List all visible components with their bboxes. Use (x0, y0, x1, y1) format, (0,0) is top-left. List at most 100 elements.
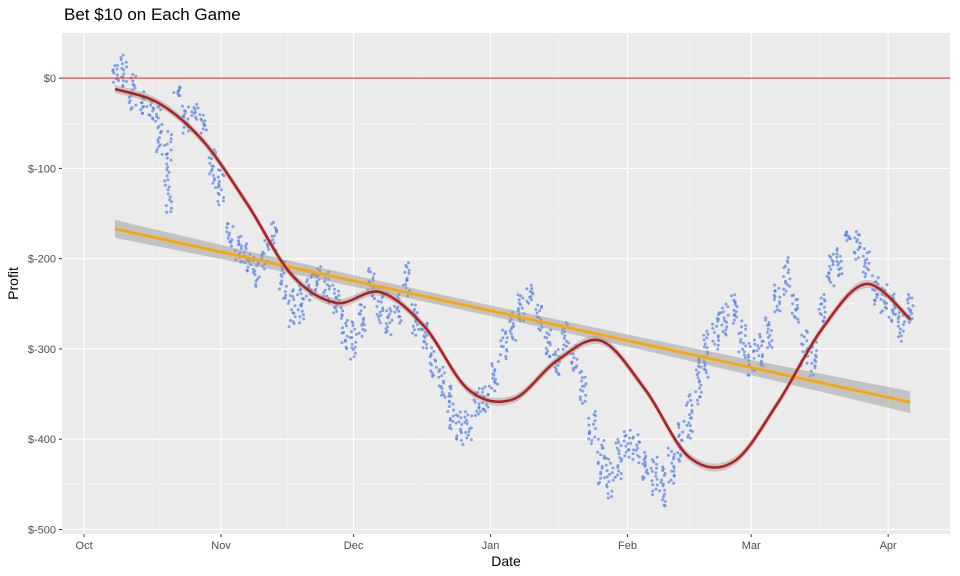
data-point (605, 469, 609, 473)
data-point (165, 174, 169, 178)
data-point (290, 308, 294, 312)
data-point (815, 349, 818, 352)
data-point (158, 136, 161, 140)
data-point (897, 315, 901, 318)
data-point (610, 495, 614, 498)
data-point (596, 437, 600, 441)
data-point (784, 289, 788, 293)
data-point (606, 496, 610, 500)
data-point (788, 284, 792, 288)
data-point (201, 121, 205, 125)
data-point (487, 384, 491, 388)
data-point (784, 279, 787, 283)
data-point (211, 174, 215, 177)
data-point (732, 298, 736, 302)
data-point (569, 352, 573, 356)
data-point (372, 272, 376, 276)
data-point (187, 105, 191, 109)
data-point (672, 469, 676, 473)
data-point (865, 251, 869, 255)
data-point (624, 444, 628, 448)
data-point (210, 157, 213, 161)
data-point (687, 421, 691, 425)
data-point (335, 309, 339, 313)
data-point (659, 480, 663, 484)
data-point (735, 305, 739, 309)
data-point (588, 429, 592, 433)
data-point (273, 234, 276, 238)
data-point (611, 478, 615, 482)
data-point (858, 245, 862, 249)
data-point (213, 177, 217, 181)
data-point (481, 390, 485, 394)
data-point (280, 279, 284, 283)
data-point (389, 309, 393, 313)
data-point (685, 403, 688, 407)
data-point (881, 309, 884, 313)
data-point (220, 188, 223, 192)
data-point (897, 311, 901, 315)
data-point (676, 422, 680, 425)
data-point (529, 283, 533, 287)
data-point (680, 438, 683, 442)
data-point (476, 412, 480, 416)
data-point (508, 329, 512, 333)
data-point (739, 338, 743, 341)
data-point (225, 230, 229, 234)
data-point (169, 200, 173, 204)
data-point (641, 475, 645, 479)
data-point (645, 468, 649, 472)
data-point (711, 326, 715, 330)
data-point (216, 175, 220, 179)
data-point (624, 450, 628, 454)
data-point (856, 238, 860, 242)
data-point (183, 109, 186, 113)
data-point (501, 328, 505, 332)
data-point (697, 364, 700, 368)
data-point (892, 292, 896, 296)
data-point (741, 347, 745, 351)
data-point (827, 254, 831, 258)
data-point (910, 296, 914, 300)
data-point (211, 181, 215, 185)
data-point (890, 318, 894, 322)
data-point (393, 310, 397, 314)
data-point (270, 234, 274, 238)
data-point (451, 414, 455, 418)
data-point (670, 469, 674, 473)
data-point (611, 466, 615, 470)
data-point (433, 358, 437, 362)
data-point (159, 108, 163, 112)
data-point (504, 354, 508, 358)
data-point (800, 342, 803, 346)
data-point (505, 336, 509, 340)
data-point (604, 463, 608, 467)
data-point (377, 315, 380, 319)
x-tick-label: Apr (880, 540, 897, 552)
data-point (562, 336, 566, 340)
data-point (636, 446, 640, 450)
data-point (425, 342, 428, 346)
data-point (131, 72, 135, 76)
data-point (349, 357, 352, 361)
data-point (455, 436, 458, 440)
data-point (332, 311, 336, 315)
data-point (217, 203, 221, 207)
data-point (385, 309, 389, 313)
data-point (698, 379, 701, 383)
data-point (529, 298, 533, 302)
data-point (537, 327, 541, 331)
data-point (817, 307, 821, 311)
data-point (141, 112, 144, 115)
data-point (899, 334, 903, 338)
data-point (447, 405, 451, 408)
data-point (169, 148, 173, 152)
data-point (190, 114, 194, 118)
data-point (906, 301, 910, 305)
data-point (802, 335, 806, 339)
data-point (756, 344, 760, 348)
data-point (723, 331, 727, 335)
data-point (899, 339, 903, 343)
data-point (348, 336, 352, 339)
